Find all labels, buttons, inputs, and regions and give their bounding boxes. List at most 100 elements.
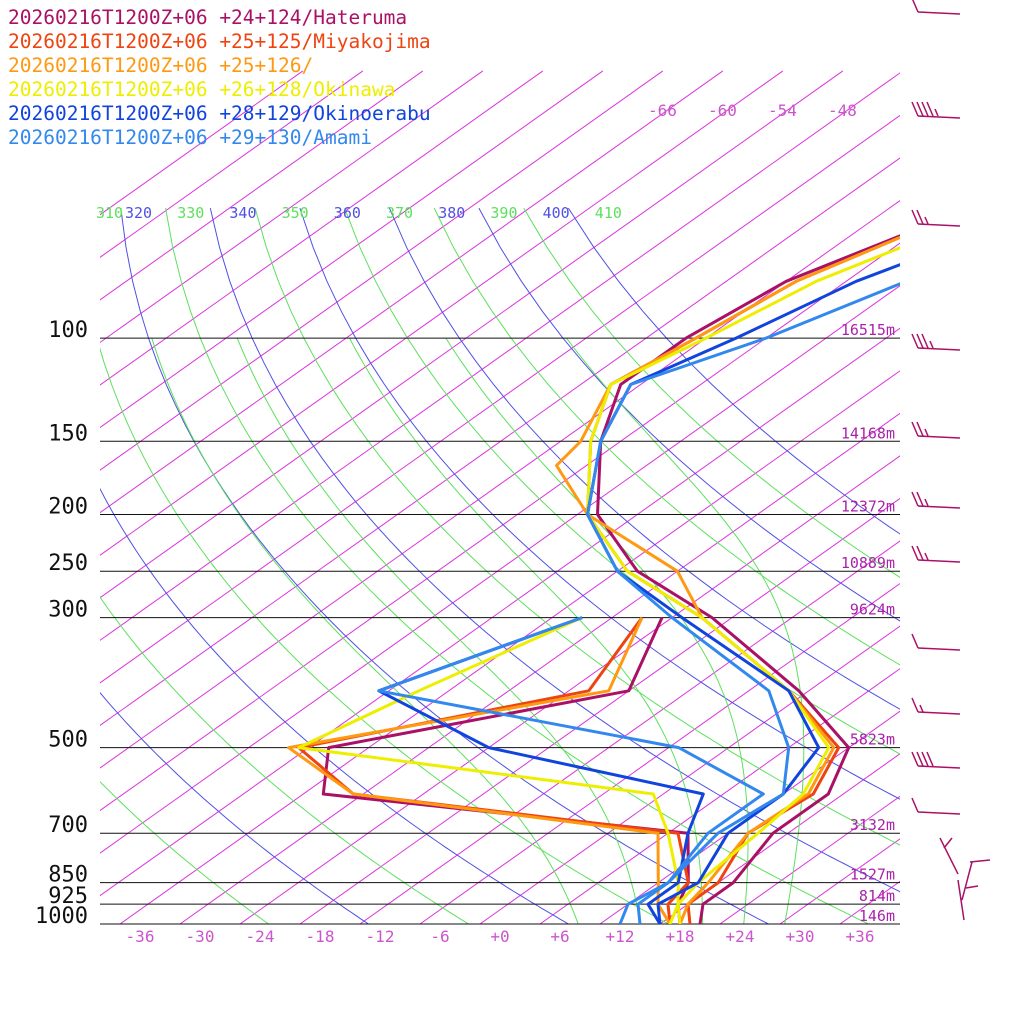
isotherm-line	[479, 625, 900, 924]
wind-barb-shaft	[917, 223, 961, 227]
isotherm-line	[100, 242, 900, 812]
pressure-tick-label: 100	[48, 318, 88, 343]
wind-barb-feather	[916, 101, 924, 117]
wind-barb-shaft	[917, 811, 961, 815]
wind-barb-feather	[965, 885, 979, 889]
pressure-tick-label: 700	[48, 813, 88, 838]
legend-entry-2: 20260216T1200Z+06 +25+125/Miyakojima	[8, 30, 431, 53]
temperature-tick-label: +36	[846, 927, 875, 946]
wind-barb-feather	[916, 545, 924, 561]
dry-adiabat-line	[100, 691, 370, 924]
dry-adiabat-line	[254, 207, 900, 846]
dry-adiabat-line	[523, 207, 900, 578]
isotherm-line	[779, 838, 900, 924]
theta-label: 360	[334, 204, 361, 222]
isotherm-line	[119, 370, 900, 924]
moist-adiabat-line	[566, 337, 805, 924]
wind-barb-feather	[911, 545, 919, 561]
legend-entry-4: 20260216T1200Z+06 +26+128/Okinawa	[8, 78, 395, 101]
temperature-line-1	[596, 234, 900, 924]
isotherm-line	[100, 70, 664, 471]
isotherm-line	[299, 497, 900, 924]
isotherm-line	[100, 72, 900, 641]
wind-barb-feather	[919, 704, 924, 713]
moist-adiabat-line	[236, 337, 642, 924]
dewpoint-line-5	[377, 616, 705, 924]
wind-barb-shaft	[917, 765, 961, 769]
temperature-tick-label: +6	[550, 927, 569, 946]
isotherm-line	[100, 70, 544, 386]
height-label: 5823m	[850, 731, 895, 749]
pressure-tick-label: 150	[48, 421, 88, 446]
temperature-tick-label: -30	[186, 927, 215, 946]
wind-barb-feather	[916, 751, 924, 767]
dry-adiabat-line	[388, 207, 900, 710]
temperature-tick-label: -6	[430, 927, 449, 946]
height-label: 14168m	[841, 424, 895, 442]
temperature-tick-label: +30	[786, 927, 815, 946]
temperature-tick-label: -12	[366, 927, 395, 946]
isotherm-line	[100, 70, 364, 258]
isotherm-line	[419, 582, 900, 924]
pressure-tick-label: 925	[48, 884, 88, 909]
temperature-tick-label: +0	[490, 927, 509, 946]
isotherm-line	[359, 540, 900, 924]
legend-entry-6: 20260216T1200Z+06 +29+130/Amami	[8, 126, 372, 149]
dry-adiabat-line	[299, 207, 900, 800]
wind-barb-shaft	[917, 711, 961, 715]
wind-barb-feather	[921, 101, 929, 117]
wind-barb-feather	[911, 101, 919, 117]
theta-label: 350	[282, 204, 309, 222]
wind-barb-feather	[911, 333, 919, 349]
pressure-tick-label: 300	[48, 598, 88, 623]
pressure-tick-label: 500	[48, 728, 88, 753]
temperature-line-6	[586, 282, 900, 924]
wind-barb-feather	[911, 633, 919, 649]
wind-barb-feather	[911, 421, 919, 437]
theta-label: 320	[125, 204, 152, 222]
dry-adiabat-line	[120, 208, 770, 924]
temperature-tick-label: +12	[606, 927, 635, 946]
theta-label: 380	[438, 204, 465, 222]
isotherm-line	[100, 70, 304, 216]
isotherm-line	[100, 114, 900, 684]
temperature-tick-label: -18	[306, 927, 335, 946]
temperature-tick-label: +18	[666, 927, 695, 946]
dry-adiabat-line	[100, 487, 570, 924]
wind-barb-shaft	[917, 505, 961, 509]
height-label: 16515m	[841, 321, 895, 339]
isotherm-line	[100, 70, 424, 301]
temperature-line-3	[555, 235, 900, 924]
temperature-tick-label: -24	[246, 927, 275, 946]
wind-barb-feather	[934, 108, 939, 117]
dry-adiabat-line	[100, 781, 270, 924]
legend-entry-3: 20260216T1200Z+06 +25+126/	[8, 54, 313, 77]
top-temperature-label: -60	[708, 101, 737, 120]
theta-label: 340	[229, 204, 256, 222]
wind-barb-feather	[911, 209, 919, 225]
wind-barb-shaft	[917, 11, 961, 15]
pressure-tick-label: 250	[48, 551, 88, 576]
legend-entry-1: 20260216T1200Z+06 +24+124/Hateruma	[8, 6, 407, 29]
isotherm-line	[100, 285, 900, 854]
wind-barb-shaft	[939, 837, 959, 875]
legend-entry-5: 20260216T1200Z+06 +28+129/Okinoerabu	[8, 102, 431, 125]
temperature-tick-label: -36	[126, 927, 155, 946]
height-label: 146m	[859, 907, 895, 925]
dry-adiabat-line	[165, 208, 870, 924]
wind-barb-feather	[924, 552, 929, 561]
dewpoint-line-6	[377, 616, 765, 924]
top-temperature-label: -66	[648, 101, 677, 120]
wind-barb-feather	[943, 837, 953, 849]
height-label: 1527m	[850, 866, 895, 884]
wind-barb-feather	[924, 428, 929, 437]
height-label: 12372m	[841, 497, 895, 515]
height-label: 9624m	[850, 601, 895, 619]
theta-label: 390	[490, 204, 517, 222]
pressure-tick-label: 1000	[35, 904, 88, 929]
wind-barb-feather	[969, 859, 991, 863]
wind-barb-feather	[926, 751, 934, 767]
isotherm-line	[100, 70, 724, 514]
dry-adiabat-line	[100, 596, 470, 924]
